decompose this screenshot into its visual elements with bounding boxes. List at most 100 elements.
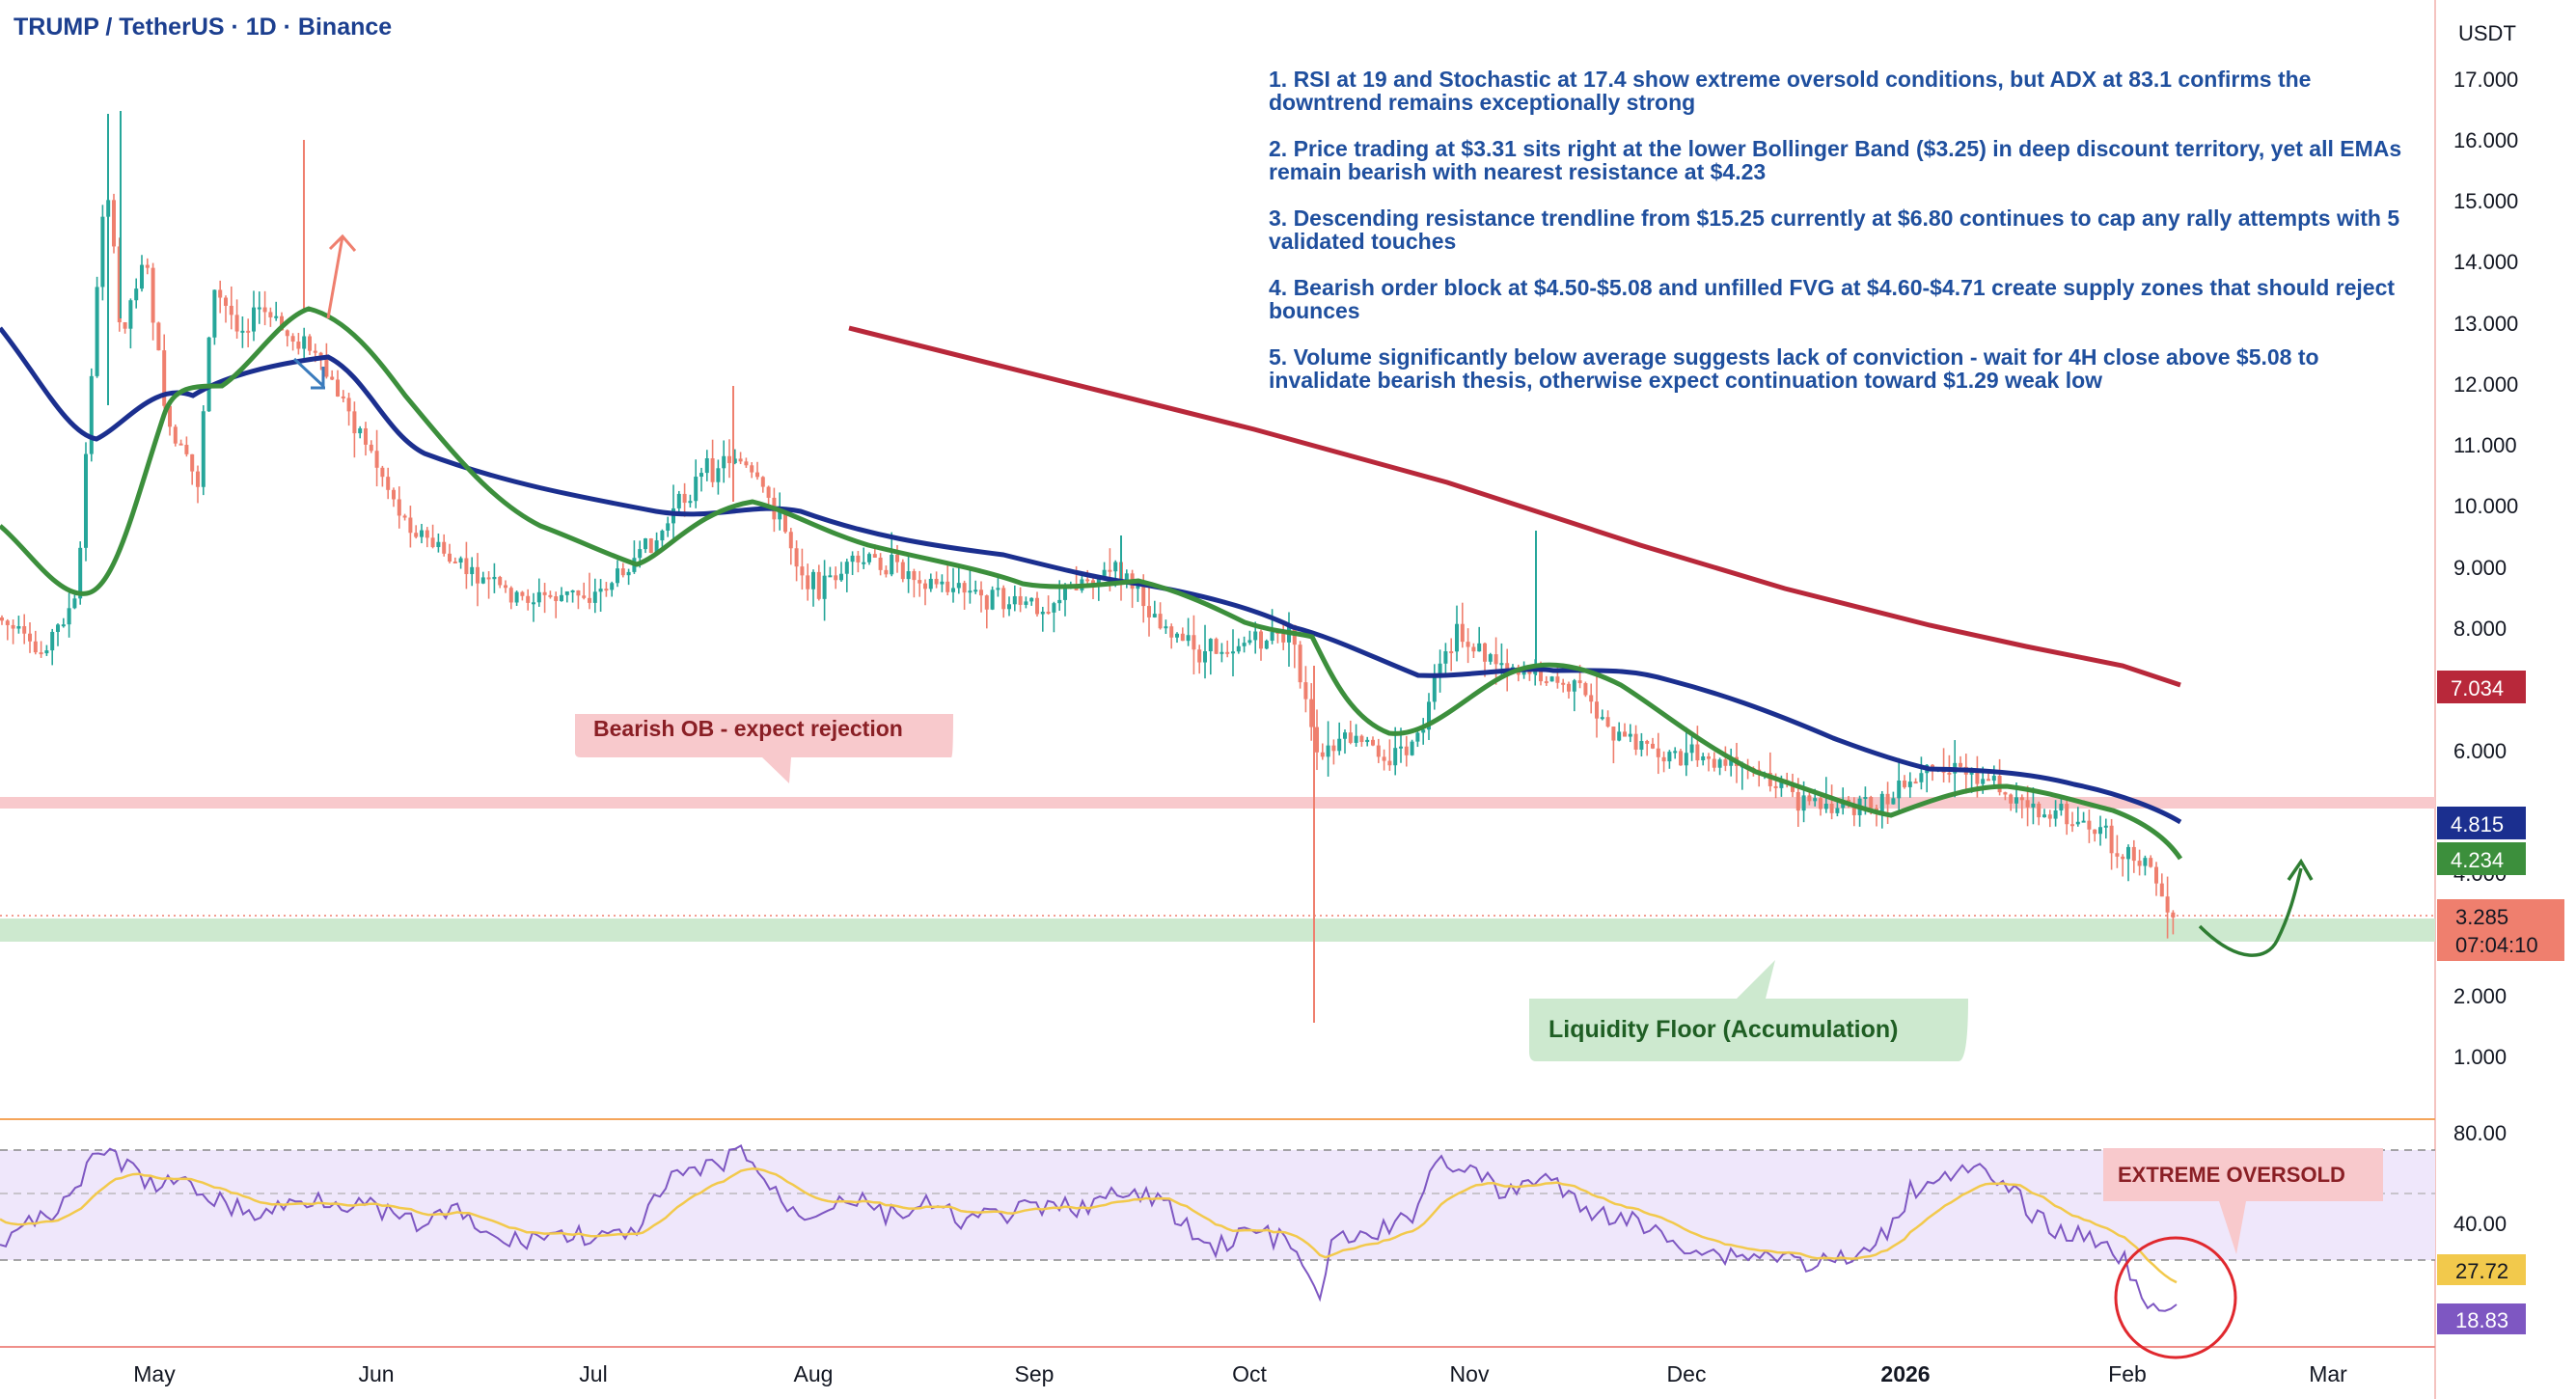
candle-body bbox=[1684, 753, 1688, 766]
candle-body bbox=[1891, 798, 1896, 805]
candle-body bbox=[1549, 676, 1554, 682]
candle-body bbox=[1913, 782, 1918, 784]
candle-body bbox=[1661, 756, 1666, 762]
candle-body bbox=[890, 554, 894, 575]
candle-body bbox=[514, 591, 519, 603]
candle-body bbox=[1404, 746, 1409, 755]
candle-body bbox=[951, 588, 955, 592]
symbol-title[interactable]: TRUMP / TetherUS · 1D · Binance bbox=[14, 14, 393, 41]
candle-body bbox=[206, 337, 211, 412]
price-tick: 6.000 bbox=[2453, 739, 2507, 763]
candle-body bbox=[341, 396, 345, 398]
candle-body bbox=[1791, 782, 1795, 792]
price-tick: 13.000 bbox=[2453, 312, 2518, 336]
candle-body bbox=[1225, 651, 1230, 654]
candle-body bbox=[1572, 680, 1576, 692]
candle-body bbox=[218, 289, 223, 298]
candle-body bbox=[2121, 856, 2125, 860]
candle-body bbox=[1415, 732, 1420, 742]
candle-body bbox=[392, 489, 396, 500]
candle-body bbox=[816, 571, 821, 599]
candle-body bbox=[788, 532, 793, 549]
note-1: 1. RSI at 19 and Stochastic at 17.4 show… bbox=[1269, 67, 2312, 115]
candle-body bbox=[212, 289, 217, 338]
candle-body bbox=[1813, 798, 1818, 802]
candle-body bbox=[1656, 748, 1660, 757]
candle-body bbox=[1242, 643, 1247, 646]
extreme-oversold-label: EXTREME OVERSOLD bbox=[2118, 1163, 2345, 1187]
candle-body bbox=[912, 571, 917, 581]
candle-body bbox=[895, 554, 899, 562]
candle-body bbox=[1253, 631, 1258, 641]
candle-body bbox=[1192, 635, 1196, 650]
candle-body bbox=[1141, 584, 1146, 607]
ema-short-price-value: 4.234 bbox=[2451, 848, 2504, 872]
candle-body bbox=[2165, 896, 2170, 913]
candle-body bbox=[430, 537, 435, 548]
candle-body bbox=[2009, 794, 2014, 804]
candle-body bbox=[1583, 683, 1588, 696]
candle-body bbox=[425, 530, 429, 538]
candle-body bbox=[1600, 717, 1604, 720]
candle-body bbox=[755, 472, 759, 478]
candle-body bbox=[156, 322, 161, 351]
candle-body bbox=[906, 571, 911, 580]
candle-body bbox=[564, 590, 569, 595]
candle-body bbox=[1623, 731, 1627, 737]
candle-body bbox=[2003, 792, 2008, 795]
candle-body bbox=[39, 652, 43, 655]
candle-body bbox=[526, 595, 531, 603]
candle-body bbox=[1695, 744, 1700, 761]
candle-body bbox=[1214, 639, 1219, 654]
oversold-circle bbox=[2114, 1236, 2237, 1359]
candle-body bbox=[168, 405, 172, 427]
candle-body bbox=[162, 350, 167, 406]
candle-body bbox=[1387, 760, 1392, 766]
candle-body bbox=[72, 598, 77, 609]
candle-body bbox=[2171, 912, 2176, 918]
candle-body bbox=[1768, 773, 1772, 786]
candle-body bbox=[945, 581, 950, 592]
candle-body bbox=[727, 455, 731, 464]
candle-body bbox=[940, 581, 945, 585]
time-tick: 2026 bbox=[1880, 1361, 1930, 1386]
candle-body bbox=[862, 562, 866, 564]
price-tick: 11.000 bbox=[2453, 433, 2517, 457]
candle-body bbox=[1701, 755, 1706, 761]
candle-body bbox=[778, 510, 782, 520]
price-tick: 16.000 bbox=[2453, 128, 2518, 152]
candle-body bbox=[850, 555, 855, 562]
candle-body bbox=[766, 486, 771, 498]
candle-body bbox=[1712, 758, 1716, 768]
candle-body bbox=[1343, 732, 1347, 739]
candle-body bbox=[0, 617, 4, 621]
candle-body bbox=[1359, 735, 1364, 743]
candle-body bbox=[324, 358, 329, 377]
candle-body bbox=[1795, 791, 1800, 811]
candlesticks bbox=[0, 111, 2176, 1023]
candle-body bbox=[1717, 759, 1722, 768]
candle-body bbox=[783, 510, 787, 533]
candle-body bbox=[1124, 573, 1129, 581]
candle-body bbox=[498, 576, 503, 586]
candle-body bbox=[1488, 654, 1493, 662]
candle-body bbox=[856, 555, 861, 562]
candle-body bbox=[1869, 797, 1874, 809]
candle-body bbox=[956, 583, 961, 589]
candle-body bbox=[1605, 717, 1610, 727]
note-3: 3. Descending resistance trendline from … bbox=[1269, 206, 2400, 254]
ema-long-line bbox=[848, 325, 2181, 688]
candle-body bbox=[476, 566, 480, 584]
candle-body bbox=[1175, 633, 1179, 638]
candle-body bbox=[1040, 612, 1045, 615]
candle-body bbox=[1102, 569, 1107, 578]
analysis-notes: 1. RSI at 19 and Stochastic at 17.4 show… bbox=[1269, 68, 2407, 415]
candle-body bbox=[1410, 741, 1414, 755]
rsi-tick-40: 40.00 bbox=[2453, 1212, 2507, 1236]
candle-body bbox=[732, 458, 737, 464]
candle-body bbox=[1595, 701, 1599, 719]
candle-body bbox=[296, 342, 301, 349]
candle-body bbox=[89, 375, 94, 454]
candle-body bbox=[1085, 579, 1090, 582]
